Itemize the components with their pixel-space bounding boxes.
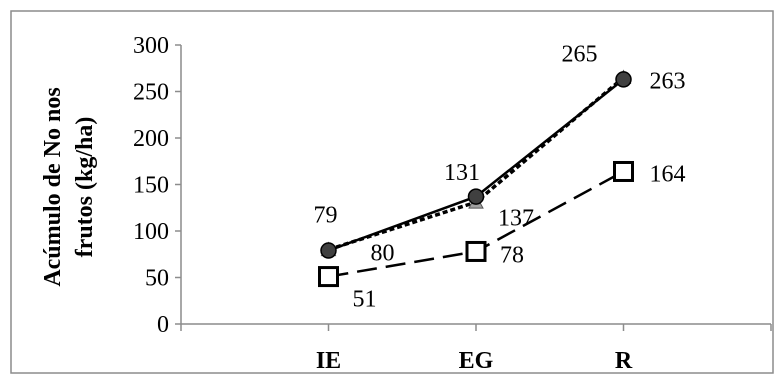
data-label: 78 [500, 242, 524, 268]
data-point-circle [320, 242, 337, 259]
x-category-label: IE [316, 348, 341, 374]
data-point-circle [467, 188, 485, 205]
y-tick-label: 150 [133, 173, 169, 199]
series-markers-circle [320, 71, 632, 259]
data-label: 131 [444, 160, 480, 186]
series-layer [318, 69, 634, 288]
y-axis-label-line-2: frutos (kg/ha) [72, 117, 98, 258]
y-tick-label: 200 [133, 126, 169, 152]
y-tick-label: 100 [133, 219, 169, 245]
y-axis-label: Acúmulo de No nos frutos (kg/ha) [40, 87, 98, 286]
axes: 0 50 100 150 200 250 300 IE EG R [133, 33, 772, 374]
data-label: 80 [371, 241, 395, 267]
data-point-square [318, 266, 339, 288]
y-tick-label: 0 [157, 312, 169, 338]
y-axis-label-line-1: Acúmulo de No nos [40, 87, 66, 286]
chart-border [10, 10, 774, 374]
y-tick-label: 50 [145, 266, 169, 292]
data-labels: 79 137 263 80 131 265 51 78 164 [314, 42, 686, 313]
x-category-label: R [615, 348, 633, 374]
data-label: 137 [498, 206, 534, 232]
series-markers-square [318, 160, 634, 288]
data-label: 263 [650, 68, 686, 94]
data-label: 265 [562, 42, 598, 68]
data-point-square [465, 240, 487, 262]
y-tick-label: 300 [133, 33, 169, 59]
data-label: 79 [314, 203, 338, 229]
data-point-square [613, 160, 634, 182]
x-category-label: EG [459, 348, 494, 374]
data-label: 51 [353, 287, 377, 313]
y-tick-label: 250 [133, 80, 169, 106]
data-label: 164 [650, 161, 686, 187]
data-point-circle [615, 71, 632, 88]
